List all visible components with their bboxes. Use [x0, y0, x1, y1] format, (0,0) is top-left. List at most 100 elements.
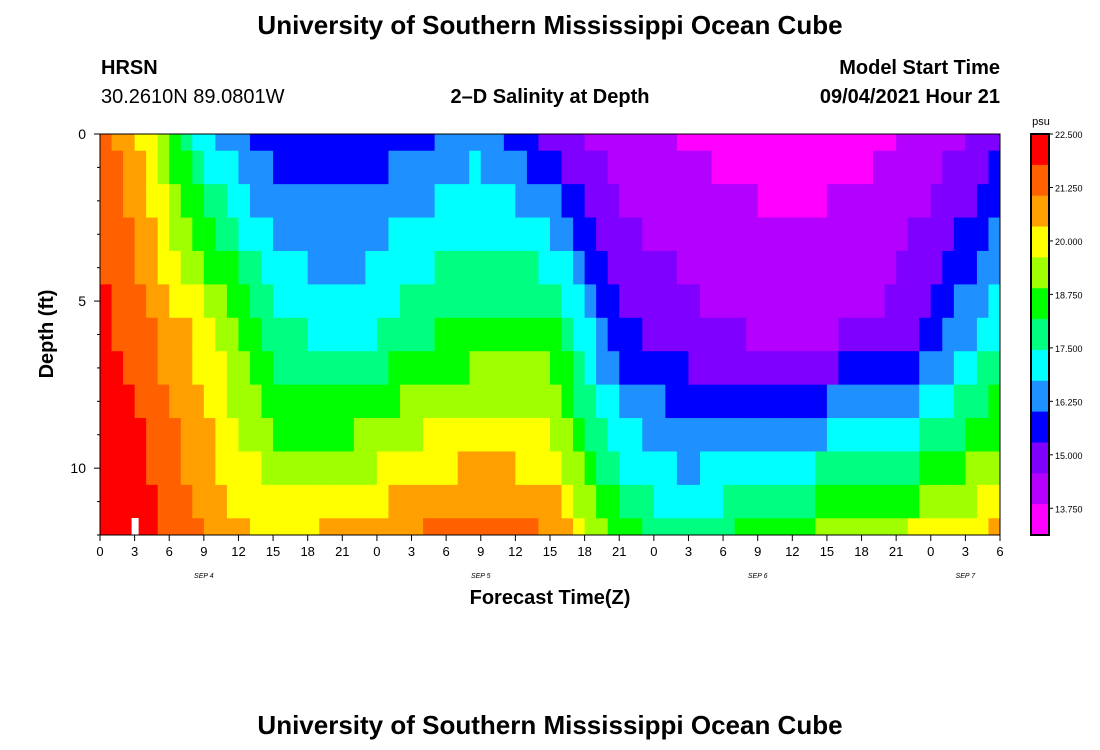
heatmap-cell — [653, 384, 666, 419]
model-start-label: Model Start Time — [839, 57, 1000, 79]
heatmap-cell — [250, 217, 263, 252]
heatmap-cell — [330, 250, 343, 285]
heatmap-cell — [515, 418, 528, 452]
heatmap-cell — [100, 150, 113, 185]
heatmap-cell — [584, 250, 597, 285]
colorbar-segment — [1031, 380, 1049, 413]
heatmap-cell — [711, 518, 724, 536]
x-tick-label: 18 — [854, 544, 868, 559]
colorbar-tick-label: 21.250 — [1055, 183, 1083, 193]
heatmap-cell — [376, 484, 389, 519]
heatmap-cell — [376, 518, 389, 536]
heatmap-cell — [584, 317, 597, 352]
heatmap-cell — [550, 451, 563, 486]
heatmap-cell — [284, 250, 297, 285]
heatmap-cell — [376, 217, 389, 252]
heatmap-cell — [919, 250, 932, 285]
heatmap-cell — [792, 351, 805, 386]
heatmap-cell — [480, 134, 493, 152]
heatmap-cell — [815, 484, 828, 519]
heatmap-cell — [457, 384, 470, 419]
heatmap-cell — [953, 351, 966, 386]
heatmap-cell — [538, 134, 551, 152]
heatmap-cell — [180, 518, 193, 536]
heatmap-cell — [296, 317, 309, 352]
heatmap-cell — [792, 134, 805, 152]
heatmap-cell — [596, 284, 609, 319]
heatmap-cell — [607, 134, 620, 152]
heatmap-cell — [769, 418, 782, 452]
heatmap-cell — [792, 384, 805, 419]
heatmap-cell — [388, 451, 401, 486]
colorbar-tick-label: 22.500 — [1055, 130, 1083, 140]
heatmap-cell — [100, 317, 113, 352]
heatmap-cell — [538, 484, 551, 519]
heatmap-cell — [907, 184, 920, 219]
heatmap-cell — [803, 418, 816, 452]
heatmap-cell — [169, 351, 182, 386]
heatmap-cell — [411, 317, 424, 352]
colorbar: 22.500 21.250 20.000 18.750 17.500 16.250 15.0… — [1030, 130, 1083, 536]
heatmap-cell — [907, 518, 920, 536]
heatmap-cell — [492, 484, 505, 519]
heatmap-cell — [573, 284, 586, 319]
heatmap-cell — [803, 384, 816, 419]
heatmap-cell — [215, 134, 228, 152]
heatmap-cell — [815, 284, 828, 319]
heatmap-cell — [803, 317, 816, 352]
heatmap-cell — [423, 217, 436, 252]
heatmap-cell — [838, 518, 851, 536]
heatmap-cell — [307, 217, 320, 252]
colorbar-segment — [1031, 411, 1049, 443]
heatmap-cell — [630, 217, 643, 252]
heatmap-cell — [180, 184, 193, 219]
heatmap-cell — [261, 217, 274, 252]
heatmap-cell — [226, 317, 239, 352]
heatmap-cell — [573, 451, 586, 486]
heatmap-cell — [273, 351, 286, 386]
heatmap-cell — [653, 518, 666, 536]
heatmap-cell — [503, 418, 516, 452]
heatmap-cell — [838, 317, 851, 352]
heatmap-cell — [919, 451, 932, 486]
heatmap-cell — [503, 184, 516, 219]
heatmap-cell — [492, 384, 505, 419]
heatmap-cell — [157, 451, 170, 486]
heatmap-cell — [930, 384, 943, 419]
x-tick-label: 0 — [96, 544, 103, 559]
heatmap-cell — [515, 217, 528, 252]
heatmap-cell — [480, 217, 493, 252]
heatmap-cell — [550, 484, 563, 519]
heatmap-cell — [169, 184, 182, 219]
heatmap-cell — [573, 418, 586, 452]
heatmap-cell — [284, 284, 297, 319]
heatmap-cell — [296, 184, 309, 219]
heatmap-cell — [838, 250, 851, 285]
heatmap-cell — [665, 384, 678, 419]
heatmap-cell — [111, 184, 124, 219]
heatmap-cell — [192, 351, 205, 386]
heatmap-cell — [365, 150, 378, 185]
heatmap-cell — [642, 150, 655, 185]
colorbar-segment — [1031, 195, 1049, 228]
heatmap-cell — [688, 418, 701, 452]
heatmap-cell — [850, 384, 863, 419]
heatmap-cell — [365, 250, 378, 285]
heatmap-cell — [446, 150, 459, 185]
heatmap-cell — [203, 518, 216, 536]
heatmap-cell — [457, 184, 470, 219]
heatmap-cell — [953, 217, 966, 252]
heatmap-cell — [573, 384, 586, 419]
heatmap-cell — [100, 351, 113, 386]
heatmap-cell — [423, 351, 436, 386]
heatmap-cell — [561, 518, 574, 536]
heatmap-cell — [376, 184, 389, 219]
heatmap-cell — [953, 317, 966, 352]
heatmap-cell — [815, 184, 828, 219]
heatmap-cell — [630, 351, 643, 386]
heatmap-cell — [192, 150, 205, 185]
heatmap-cell — [446, 284, 459, 319]
heatmap-cell — [850, 250, 863, 285]
heatmap-cell — [653, 418, 666, 452]
heatmap-cell — [457, 134, 470, 152]
